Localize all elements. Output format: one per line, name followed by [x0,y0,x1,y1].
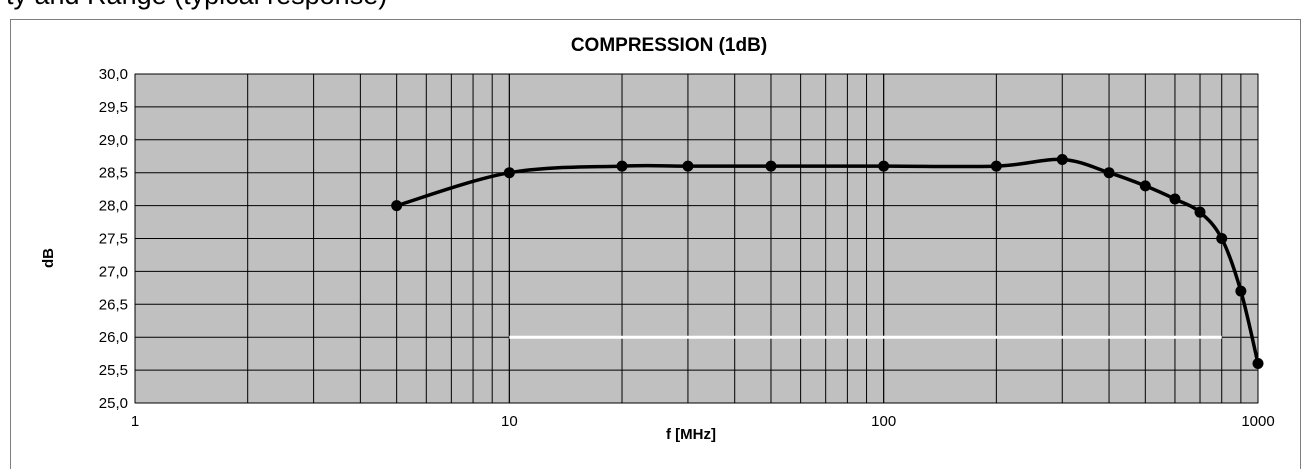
data-point [616,160,628,172]
x-axis-title: f [MHz] [666,426,716,443]
data-point [1235,285,1247,297]
compression-chart: 25,0 25,5 26,0 26,5 27,0 27,5 28,0 28,5 29,0 29,5… [40,35,1275,443]
y-tick-label: 29,5 [99,99,128,116]
data-point [1194,206,1206,218]
y-axis-title: dB [40,248,57,268]
chart-title: COMPRESSION (1dB) [571,35,767,56]
y-tick-label: 27,5 [99,231,128,248]
data-point [1056,154,1068,166]
data-point [990,160,1002,172]
data-point [682,160,694,172]
data-point [391,200,403,212]
y-tick-label: 26,5 [99,296,128,313]
x-tick-label: 1000 [1241,413,1274,430]
data-point [878,160,890,172]
y-tick-label: 28,0 [99,198,128,215]
x-tick-label: 100 [871,413,896,430]
y-tick-label: 25,0 [99,395,128,412]
x-tick-label: 1 [131,413,139,430]
data-point [1103,167,1115,179]
y-tick-label: 25,5 [99,362,128,379]
data-point [1252,358,1264,370]
y-tick-label: 26,0 [99,329,128,346]
data-point [503,167,515,179]
chart-container: 25,0 25,5 26,0 26,5 27,0 27,5 28,0 28,5 29,0 29,5… [10,19,1301,469]
data-point [1139,180,1151,192]
clipped-section-heading: ty and Range (typical response) [6,0,387,11]
y-tick-label: 30,0 [99,66,128,83]
y-tick-label: 28,5 [99,165,128,182]
data-point [1216,233,1228,244]
data-point [1169,193,1181,205]
y-tick-label: 27,0 [99,263,128,280]
x-tick-label: 10 [501,413,518,430]
data-point [765,160,777,172]
y-tick-label: 29,0 [99,132,128,149]
